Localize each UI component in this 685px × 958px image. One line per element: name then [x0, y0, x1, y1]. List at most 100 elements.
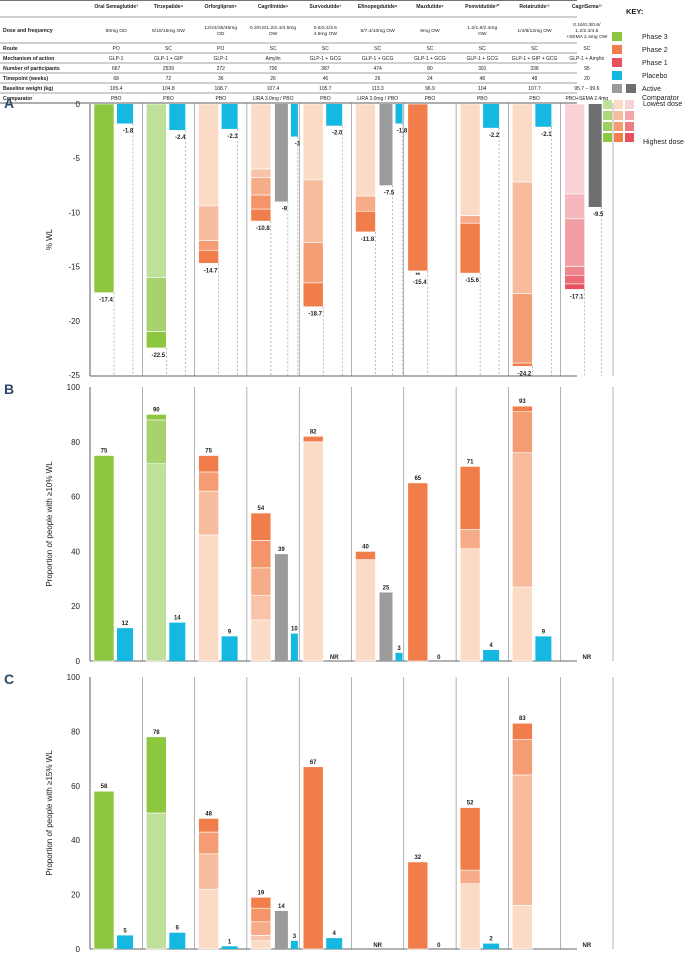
bar-dose-segment: [146, 414, 167, 421]
legend-dose-swatch: [603, 122, 612, 131]
bar-dose-segment: [512, 739, 533, 776]
placebo-value-label: 4: [333, 931, 337, 937]
legend-dose-swatch: [625, 122, 634, 131]
bar-dose-segment: [564, 283, 586, 290]
trial-table: Oral Semaglutide³ Tirzepatide⁴ Orforglipro…: [0, 0, 608, 104]
bar-dose-segment: [459, 466, 481, 530]
nr-label: NR: [583, 655, 592, 661]
table-cell: 12/24/36/45mg OD: [204, 25, 237, 37]
bar-value-label: -10.8: [256, 226, 270, 232]
bar-dose-segment: [512, 905, 533, 950]
bar-dose-segment: [198, 490, 219, 536]
placebo-value-label: -1.8: [123, 129, 134, 135]
table-cell: 26: [270, 76, 276, 82]
table-cell: SC: [583, 46, 590, 52]
y-tick-label: 80: [71, 727, 80, 736]
table-cell: 46: [323, 76, 329, 82]
table-header-cell: Tirzepatide⁴: [154, 4, 184, 10]
legend-dose-swatch: [614, 100, 623, 109]
placebo-value-label: 9: [228, 629, 232, 635]
legend-label: Phase 2: [642, 47, 668, 54]
legend-label: Comparator: [642, 95, 680, 102]
bar-dose-segment: [198, 888, 219, 950]
y-axis-label: % WL: [45, 228, 54, 250]
bar-dose-segment: [302, 242, 324, 284]
bar-value-label: -24.2: [518, 371, 532, 377]
bar-dose-segment: [564, 193, 586, 220]
bar-dose-segment: [250, 168, 272, 179]
bar-dose-segment: [355, 103, 376, 197]
bar-placebo: [395, 652, 403, 661]
table-cell: 24: [427, 76, 433, 82]
bar-placebo: [290, 940, 298, 949]
table-cell: 391: [478, 66, 487, 72]
legend-label: Phase 3: [642, 34, 668, 41]
table-cell: Amylin: [266, 56, 281, 62]
bar-dose-segment: [146, 812, 167, 950]
table-cell: 72: [166, 76, 172, 82]
bar-dose-segment: [146, 103, 167, 278]
bar-comparator: [379, 104, 393, 186]
bar-dose-segment: [407, 103, 429, 272]
table-cell: 68: [113, 76, 119, 82]
placebo-value-label: 5: [123, 928, 127, 934]
table-cell: 1.2/1.8/2.4mg OW: [467, 25, 497, 37]
table-cell: SC: [531, 46, 538, 52]
placebo-value-label: 6: [176, 926, 180, 932]
bar-placebo: [221, 636, 238, 661]
legend-swatch: [626, 84, 636, 93]
table-cell: SC: [374, 46, 381, 52]
table-cell: SC: [270, 46, 277, 52]
bar-value-label: -17.1: [570, 294, 584, 300]
y-axis-label: Proportion of people with ≥15% WL: [45, 750, 54, 876]
bar-dose-segment: [198, 455, 219, 473]
table-header-cell: Retatrutide¹¹: [519, 4, 550, 10]
bar-comparator: [274, 910, 288, 949]
bar-value-label: -11.8: [361, 237, 375, 243]
y-tick-label: 80: [71, 438, 80, 447]
placebo-value-label: NR: [330, 655, 339, 661]
table-cell: 107.4: [267, 86, 280, 92]
table-cell: SC: [479, 46, 486, 52]
table-header-cell: Mazdutide⁹: [416, 4, 444, 10]
bar-dose-segment: [459, 529, 481, 549]
y-tick-label: -20: [68, 317, 80, 326]
comparator-value-label: 25: [383, 586, 390, 592]
bar-dose-segment: [512, 411, 533, 454]
nr-label: NR: [583, 943, 592, 949]
bar-placebo: [221, 104, 238, 129]
bar-dose-segment: [407, 861, 429, 950]
legend-label: Phase 1: [642, 60, 668, 67]
bar-value-label: 54: [258, 506, 265, 512]
legend-label: Placebo: [642, 73, 667, 80]
bar-dose-segment: [407, 482, 429, 662]
table-header-cell: Oral Semaglutide³: [94, 4, 138, 10]
bar-dose-segment: [146, 331, 167, 349]
bar-dose-segment: [459, 869, 481, 885]
bar-dose-segment: [302, 179, 324, 244]
bar-dose-segment: [459, 222, 481, 274]
legend-dose-swatch: [625, 100, 634, 109]
table-header-cell: Orforglipron⁵: [205, 4, 238, 10]
legend-swatch: [612, 84, 622, 93]
table-cell: LIRA 3.0mg / PBO: [357, 96, 398, 102]
table-row-label: Mechanism of action: [3, 56, 54, 62]
table-cell: 338: [530, 66, 539, 72]
bar-dose-segment: [459, 883, 481, 950]
table-cell: 0.6/2.4/3.6 4.8mg OW: [314, 25, 338, 37]
table-cell: 26: [375, 76, 381, 82]
bar-comparator: [588, 104, 602, 207]
table-cell: GLP-1 + GCG: [466, 56, 498, 62]
bar-value-label: -14.7: [204, 268, 218, 274]
table-cell: PBO: [477, 96, 488, 102]
bar-dose-segment: [512, 722, 533, 740]
table-cell: GLP-1 + GCG: [310, 56, 342, 62]
bar-placebo: [169, 932, 186, 949]
table-header-cell: Cagrilintide⁶: [258, 4, 289, 10]
y-tick-label: -10: [68, 208, 80, 217]
table-cell: PBO: [215, 96, 226, 102]
bar-placebo: [290, 104, 298, 137]
legend-dose-swatch: [614, 122, 623, 131]
bar-value-label: -22.5: [151, 353, 165, 359]
legend-dose-swatch: [603, 111, 612, 120]
